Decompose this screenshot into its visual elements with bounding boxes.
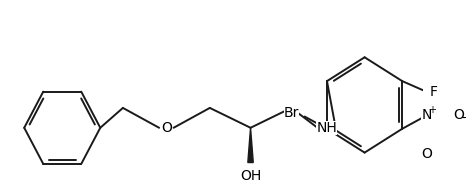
Text: O: O — [161, 121, 172, 135]
Text: OH: OH — [240, 169, 261, 184]
Text: +: + — [428, 106, 436, 115]
Text: N: N — [421, 108, 432, 122]
Text: F: F — [429, 85, 437, 99]
Text: O: O — [454, 108, 465, 122]
Text: NH: NH — [316, 121, 337, 135]
Polygon shape — [248, 128, 253, 163]
Text: O: O — [421, 147, 432, 161]
Text: −: − — [461, 112, 466, 125]
Text: Br: Br — [284, 106, 299, 120]
